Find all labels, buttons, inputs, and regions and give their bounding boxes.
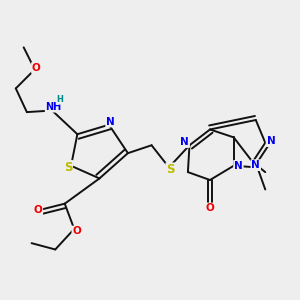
Text: O: O [34,205,42,215]
Text: O: O [72,226,81,236]
Text: H: H [57,95,63,104]
Text: S: S [64,161,72,174]
Text: N: N [180,137,189,147]
Text: N: N [234,161,243,171]
Text: NH: NH [46,102,62,112]
Text: S: S [166,164,175,176]
Text: N: N [251,160,260,170]
Text: O: O [206,203,214,213]
Text: N: N [267,136,275,146]
Text: O: O [32,63,41,73]
Text: N: N [106,117,115,127]
